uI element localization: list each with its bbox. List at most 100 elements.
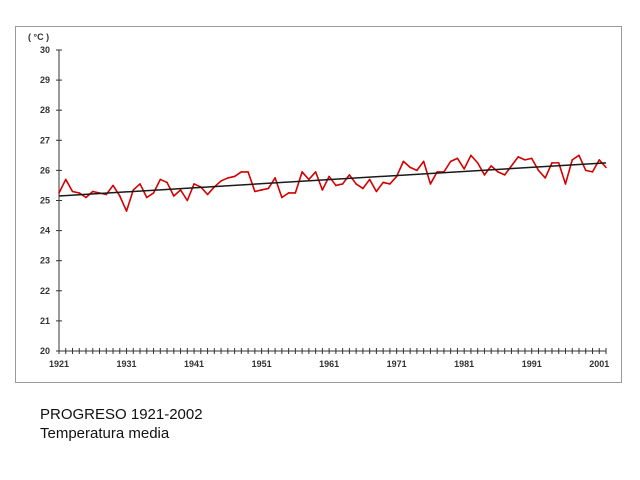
data-point (362, 187, 364, 190)
chart-title: PROGRESO 1921-2002 (40, 406, 203, 423)
data-point (118, 195, 121, 197)
data-point (564, 183, 567, 185)
data-point (233, 175, 236, 178)
data-point (152, 192, 155, 194)
data-point (247, 171, 249, 173)
x-tick-label: 1951 (252, 359, 272, 369)
data-point (91, 190, 94, 193)
data-point (402, 160, 405, 163)
data-point (605, 166, 607, 169)
data-point (584, 169, 587, 172)
data-point (193, 183, 195, 185)
temperature-series-line (58, 154, 607, 212)
x-tick-label: 1981 (454, 359, 474, 369)
data-point (524, 159, 526, 161)
data-point (355, 183, 357, 185)
data-point (510, 165, 513, 167)
y-tick-label: 28 (40, 105, 50, 115)
data-point (470, 154, 472, 157)
data-point (159, 178, 162, 181)
data-point (389, 183, 391, 185)
data-point (571, 159, 574, 161)
chart-subtitle: Temperatura media (40, 425, 170, 442)
data-point (335, 184, 337, 187)
data-point (254, 190, 256, 193)
data-point (463, 168, 465, 170)
data-point (186, 199, 189, 202)
data-point (341, 183, 344, 185)
data-point (105, 193, 108, 196)
data-point (260, 189, 263, 191)
y-tick-label: 29 (40, 75, 50, 85)
data-point (287, 192, 290, 194)
y-tick-label: 24 (40, 226, 50, 236)
data-point (220, 180, 222, 182)
data-point (274, 177, 276, 179)
data-point (328, 175, 330, 178)
data-point (551, 162, 553, 164)
caption: PROGRESO 1921-2002 Temperatura media (40, 405, 203, 443)
data-point (321, 189, 324, 191)
data-point (71, 190, 74, 193)
data-point (456, 157, 459, 160)
data-point (422, 160, 425, 163)
data-point (348, 174, 351, 176)
data-point (314, 171, 317, 173)
y-tick-label: 21 (40, 316, 50, 326)
data-point (449, 160, 452, 163)
data-point (125, 210, 128, 212)
data-point (301, 171, 303, 173)
x-tick-label: 2001 (589, 359, 609, 369)
data-point (578, 154, 580, 157)
x-tick-label: 1961 (319, 359, 339, 369)
data-point (530, 157, 533, 160)
data-point (145, 196, 148, 199)
y-axis-label: ( °C ) (28, 32, 49, 42)
y-tick-label: 26 (40, 165, 50, 175)
data-point (517, 156, 520, 158)
y-tick-label: 25 (40, 196, 50, 206)
data-point (557, 162, 560, 164)
data-point (78, 192, 81, 194)
data-point (132, 189, 135, 191)
data-point (64, 178, 67, 181)
data-point (497, 171, 499, 173)
data-point (58, 192, 60, 194)
data-point (267, 187, 270, 190)
y-tick-label: 27 (40, 135, 50, 145)
data-point (375, 190, 378, 193)
y-tick-label: 23 (40, 256, 50, 266)
data-point (483, 174, 486, 176)
data-point (294, 192, 297, 194)
data-point (591, 171, 594, 173)
x-tick-label: 1931 (117, 359, 137, 369)
data-point (598, 159, 601, 161)
chart-frame (15, 26, 622, 383)
data-point (382, 181, 384, 184)
trend-line (58, 162, 607, 197)
x-tick-label: 1941 (184, 359, 204, 369)
y-tick-label: 22 (40, 286, 50, 296)
data-point (416, 169, 418, 172)
data-point (281, 196, 283, 199)
data-point (436, 171, 438, 173)
data-point (544, 177, 547, 179)
data-point (368, 178, 371, 181)
data-point (537, 169, 540, 172)
data-point (179, 189, 182, 191)
data-point (139, 183, 141, 185)
data-point (503, 174, 506, 176)
x-tick-label: 1921 (49, 359, 69, 369)
y-tick-label: 20 (40, 346, 50, 356)
data-point (429, 183, 432, 185)
data-point (490, 165, 492, 167)
data-point (206, 193, 209, 196)
data-point (240, 171, 243, 173)
data-point (166, 181, 168, 184)
data-point (85, 196, 87, 199)
x-tick-label: 1971 (387, 359, 407, 369)
y-tick-label: 30 (40, 45, 50, 55)
data-point (173, 195, 175, 197)
data-point (476, 162, 479, 164)
